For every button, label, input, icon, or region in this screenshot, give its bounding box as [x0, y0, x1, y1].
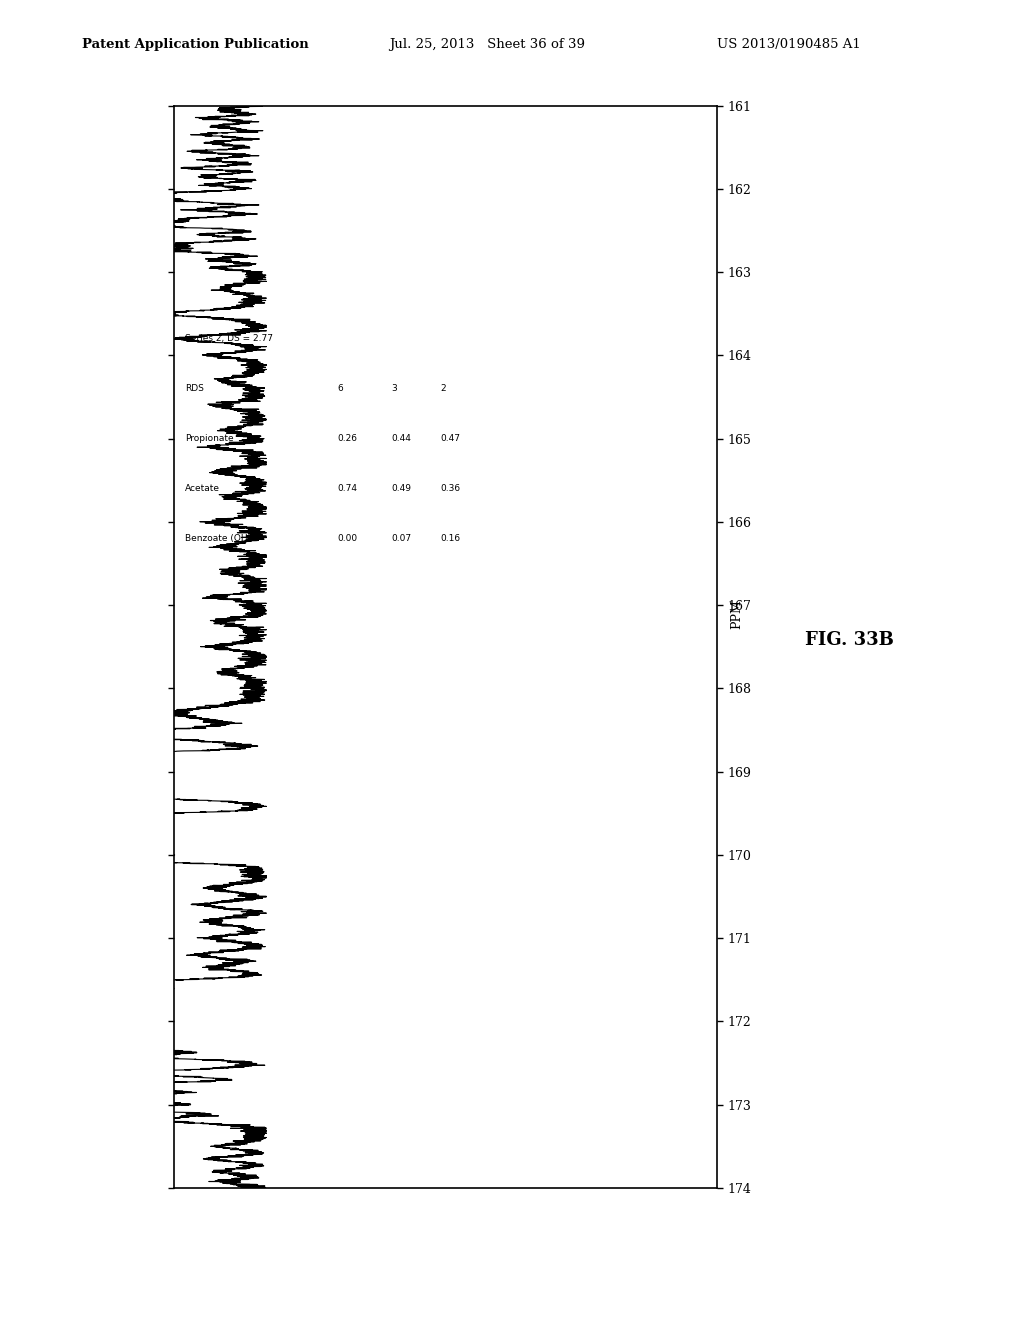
Text: 3: 3 — [391, 384, 397, 393]
Text: 0.00: 0.00 — [337, 535, 357, 543]
Text: Propionate: Propionate — [185, 434, 233, 444]
Text: PPM: PPM — [731, 599, 743, 628]
Text: RDS: RDS — [185, 384, 204, 393]
Text: 2: 2 — [440, 384, 445, 393]
Text: 0.07: 0.07 — [391, 535, 412, 543]
Text: US 2013/0190485 A1: US 2013/0190485 A1 — [717, 37, 860, 50]
Text: 0.49: 0.49 — [391, 484, 412, 494]
Text: Jul. 25, 2013   Sheet 36 of 39: Jul. 25, 2013 Sheet 36 of 39 — [389, 37, 585, 50]
Text: 0.36: 0.36 — [440, 484, 460, 494]
Text: 6: 6 — [337, 384, 343, 393]
Text: 0.26: 0.26 — [337, 434, 357, 444]
Text: 0.74: 0.74 — [337, 484, 357, 494]
Text: FIG. 33B: FIG. 33B — [806, 631, 894, 649]
Text: 0.47: 0.47 — [440, 434, 460, 444]
Text: 0.44: 0.44 — [391, 434, 411, 444]
Text: Benzoate (OH): Benzoate (OH) — [185, 535, 251, 543]
Text: Patent Application Publication: Patent Application Publication — [82, 37, 308, 50]
Text: 0.16: 0.16 — [440, 535, 460, 543]
Text: Series 2, DS = 2.77: Series 2, DS = 2.77 — [185, 334, 273, 343]
Text: Acetate: Acetate — [185, 484, 220, 494]
